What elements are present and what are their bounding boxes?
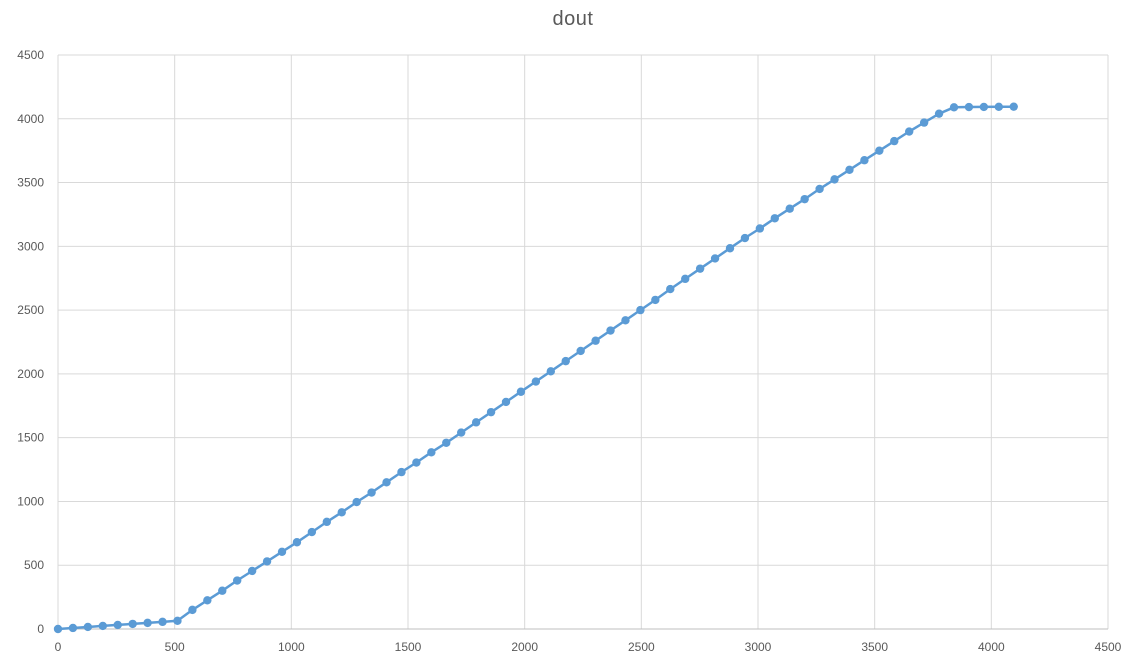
data-point: [651, 295, 660, 305]
y-tick-label: 3000: [17, 239, 44, 253]
data-point: [606, 326, 615, 335]
y-tick-label: 1000: [17, 494, 44, 508]
data-point: [576, 346, 585, 356]
data-point: [546, 367, 555, 376]
y-tick-label: 0: [37, 622, 44, 636]
data-point: [442, 438, 451, 447]
data-point: [740, 233, 750, 243]
y-tick-label: 2000: [17, 367, 44, 381]
data-point: [994, 102, 1003, 111]
data-point: [203, 596, 212, 605]
data-point: [113, 620, 122, 630]
data-point: [860, 156, 869, 165]
series-layer: [53, 102, 1018, 634]
data-point: [501, 397, 511, 407]
data-point: [845, 165, 854, 174]
data-point: [979, 102, 989, 112]
data-point: [830, 175, 839, 184]
y-tick-label: 500: [24, 558, 44, 572]
axis-layer: 0 500 1000 1500 2000 2500 3000 3500 4000 4500 0 500…: [17, 48, 1121, 654]
data-point: [561, 356, 570, 366]
data-point: [666, 284, 675, 294]
y-tick-label: 3500: [17, 176, 44, 190]
data-point: [695, 264, 705, 273]
y-tick-label: 4500: [17, 48, 44, 62]
series-line: [57, 105, 1014, 631]
x-tick-label: 0: [55, 640, 62, 654]
data-point: [367, 488, 376, 497]
data-point: [188, 605, 197, 615]
y-tick-label: 1500: [17, 431, 44, 445]
x-tick-label: 1000: [278, 640, 305, 654]
data-point: [98, 621, 108, 631]
data-point: [800, 194, 809, 204]
y-tick-label: 4000: [17, 112, 44, 126]
data-point: [322, 517, 331, 527]
data-point: [292, 538, 302, 547]
data-point: [1009, 102, 1018, 111]
grid-layer: [58, 54, 1109, 629]
data-point: [531, 377, 541, 386]
data-point: [471, 418, 481, 427]
x-tick-label: 2000: [511, 640, 538, 654]
data-point: [143, 618, 152, 628]
data-point: [83, 622, 93, 632]
data-point: [233, 576, 242, 585]
data-point: [247, 566, 257, 576]
data-point: [770, 214, 779, 223]
data-point: [905, 127, 914, 136]
x-tick-label: 500: [165, 640, 185, 654]
data-point: [621, 316, 630, 325]
data-point: [218, 586, 227, 595]
data-point: [725, 244, 735, 253]
data-point: [964, 102, 974, 112]
data-point: [785, 204, 794, 213]
x-tick-label: 1500: [395, 640, 422, 654]
data-point: [128, 619, 137, 629]
data-point: [516, 387, 526, 396]
data-point: [158, 617, 167, 627]
x-tick-label: 2500: [628, 640, 655, 654]
data-point: [277, 547, 287, 557]
data-point: [382, 478, 391, 487]
data-point: [919, 118, 929, 127]
data-point: [173, 616, 182, 626]
y-tick-label: 2500: [17, 303, 44, 317]
data-point: [890, 136, 899, 146]
data-point: [352, 497, 361, 507]
data-point: [949, 103, 959, 112]
data-point: [457, 428, 466, 437]
data-point: [397, 467, 406, 477]
x-tick-label: 4500: [1095, 640, 1122, 654]
x-tick-label: 3500: [861, 640, 888, 654]
data-point: [262, 557, 272, 566]
data-point: [755, 224, 765, 233]
data-point: [486, 407, 496, 417]
data-point: [636, 305, 645, 315]
x-tick-label: 3000: [745, 640, 772, 654]
chart-title: dout: [552, 8, 594, 30]
data-point: [427, 448, 436, 457]
data-point: [934, 109, 944, 118]
data-point: [815, 184, 824, 194]
data-point: [412, 458, 421, 467]
data-point: [591, 336, 600, 345]
x-tick-label: 4000: [978, 640, 1005, 654]
data-point: [681, 274, 690, 284]
data-point: [307, 527, 317, 537]
data-point: [337, 508, 346, 517]
data-point: [875, 146, 884, 155]
data-point: [68, 623, 78, 633]
data-point: [53, 624, 63, 634]
data-point: [710, 254, 720, 263]
